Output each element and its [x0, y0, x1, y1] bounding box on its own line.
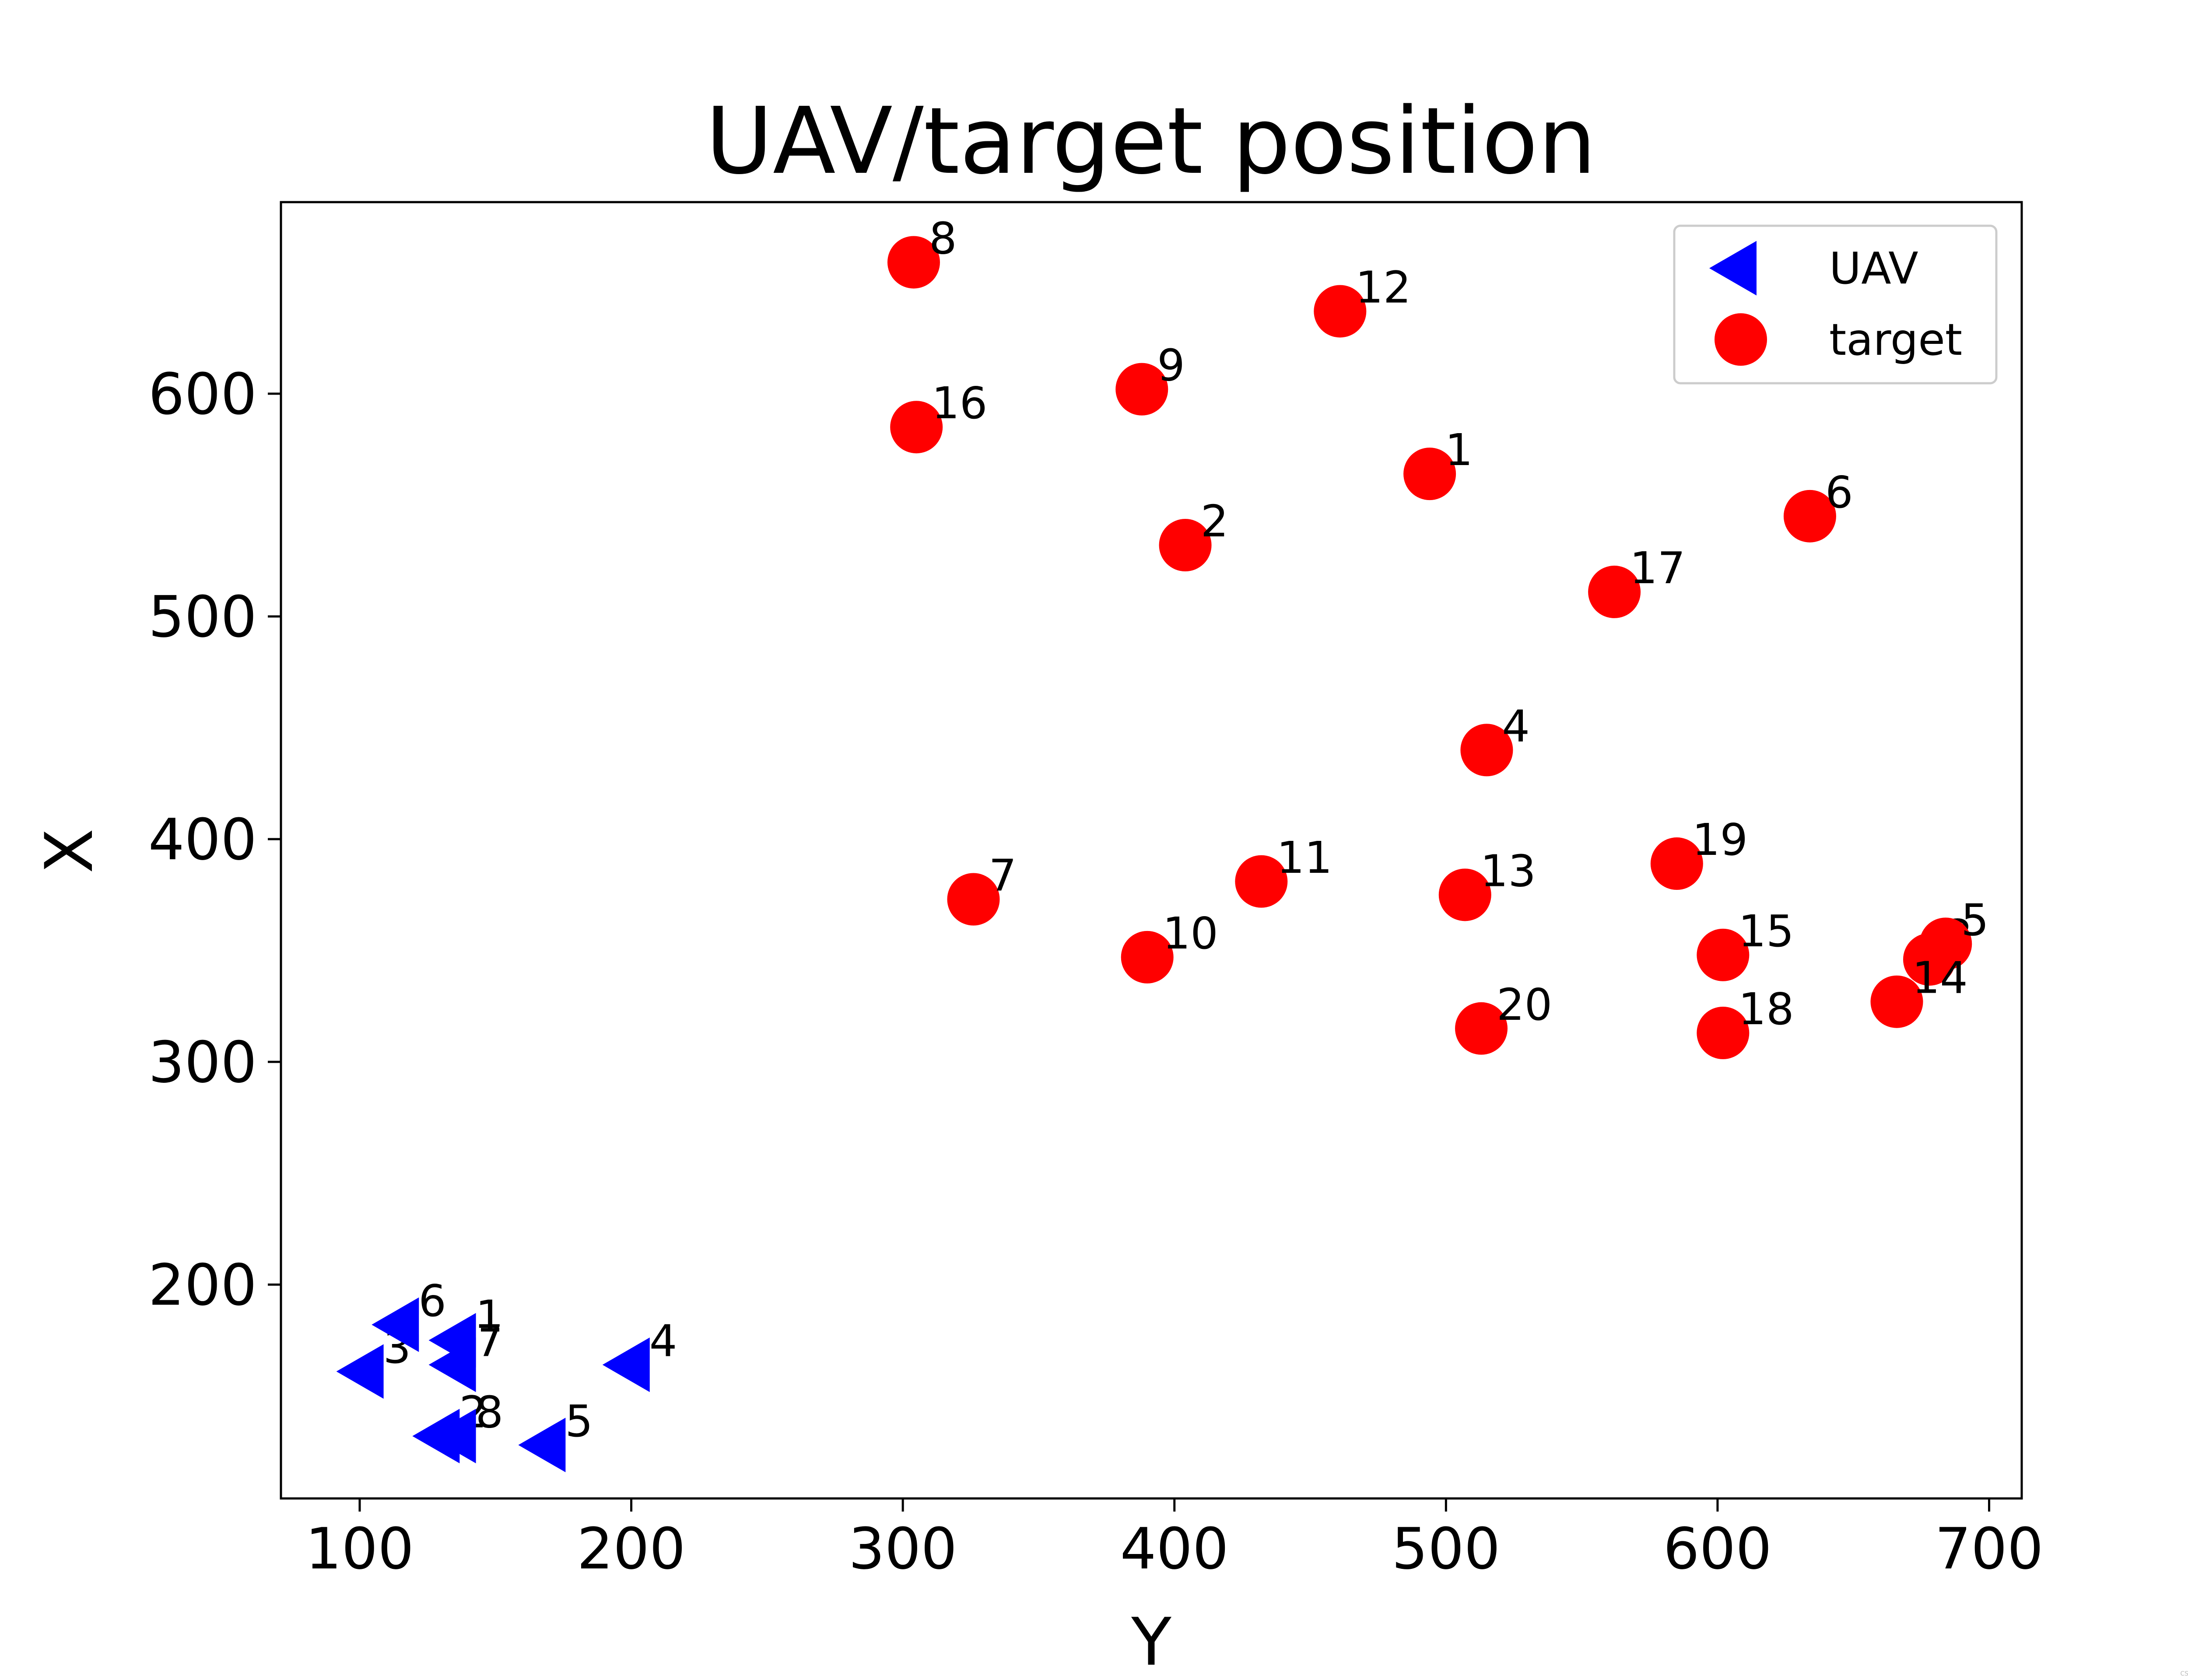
target-point — [1115, 363, 1168, 416]
uav-point — [428, 1409, 476, 1463]
target-point — [1460, 724, 1513, 777]
uav-point — [602, 1337, 650, 1392]
point-label: 4 — [649, 1316, 677, 1367]
point-label: 4 — [1502, 700, 1530, 752]
point-label: 8 — [929, 213, 957, 264]
point-label: 7 — [476, 1316, 504, 1367]
point-label: 12 — [1355, 262, 1411, 313]
target-point — [1403, 448, 1456, 500]
x-tick-label: 300 — [849, 1516, 957, 1582]
target-point — [1697, 1006, 1750, 1059]
y-tick-label: 500 — [148, 584, 257, 650]
target-point — [1783, 490, 1836, 542]
point-label: 6 — [1825, 467, 1853, 518]
target-point — [1438, 868, 1491, 921]
x-tick-label: 100 — [305, 1516, 414, 1582]
legend-label-target: target — [1829, 314, 1962, 365]
point-label: 15 — [1738, 906, 1794, 957]
target-point — [890, 401, 943, 454]
x-tick-label: 700 — [1935, 1516, 2043, 1582]
uav-point — [428, 1337, 476, 1392]
x-tick-label: 200 — [577, 1516, 685, 1582]
target-point — [947, 873, 1000, 926]
series-uav: 12345678 — [336, 1275, 677, 1473]
point-label: 6 — [418, 1275, 446, 1326]
point-label: 9 — [1157, 340, 1185, 391]
point-label: 10 — [1163, 908, 1218, 959]
point-label: 18 — [1738, 984, 1794, 1035]
point-label: 19 — [1692, 814, 1748, 865]
point-label: 5 — [1961, 894, 1989, 945]
x-tick-label: 600 — [1663, 1516, 1772, 1582]
target-point — [1121, 931, 1174, 984]
point-label: 1 — [1445, 424, 1473, 476]
y-tick-label: 200 — [148, 1252, 257, 1318]
legend: UAV target — [1673, 224, 1998, 385]
y-tick-label: 600 — [148, 361, 257, 427]
uav-point — [336, 1344, 384, 1399]
point-label: 20 — [1497, 979, 1552, 1030]
legend-marker-uav — [1709, 241, 1757, 296]
y-tick-label: 300 — [148, 1029, 257, 1096]
uav-point — [372, 1297, 419, 1352]
watermark: CSDN @acuoling — [2180, 1670, 2188, 1677]
target-point — [1159, 519, 1212, 572]
point-label: 5 — [565, 1396, 593, 1447]
point-label: 16 — [932, 378, 987, 429]
target-point — [1455, 1002, 1508, 1055]
legend-marker-target — [1715, 313, 1767, 366]
target-point — [1314, 285, 1367, 338]
x-axis-label: Y — [1131, 1604, 1171, 1680]
target-point — [1697, 928, 1750, 981]
point-label: 17 — [1630, 542, 1685, 594]
point-label: 8 — [476, 1386, 504, 1438]
series-target: 1234567891011121314151617181920 — [887, 213, 1989, 1059]
plot-frame — [280, 201, 2023, 1500]
point-label: 7 — [989, 850, 1017, 901]
legend-label-uav: UAV — [1829, 243, 1918, 294]
point-label: 13 — [1480, 845, 1536, 896]
target-point — [1650, 837, 1703, 890]
target-point — [1235, 855, 1288, 908]
target-point — [887, 236, 940, 289]
target-point — [1919, 917, 1972, 970]
chart-title: UAV/target position — [705, 88, 1596, 195]
point-label: 2 — [1201, 496, 1229, 547]
y-axis-label: X — [32, 829, 108, 874]
x-tick-label: 400 — [1120, 1516, 1229, 1582]
point-label: 1 — [476, 1291, 504, 1342]
point-label: 14 — [1912, 952, 1968, 1004]
target-point — [1870, 975, 1923, 1028]
target-point — [1588, 565, 1641, 618]
x-tick-label: 500 — [1392, 1516, 1500, 1582]
y-tick-label: 400 — [148, 806, 257, 873]
point-label: 11 — [1276, 832, 1332, 883]
uav-point — [518, 1418, 566, 1473]
